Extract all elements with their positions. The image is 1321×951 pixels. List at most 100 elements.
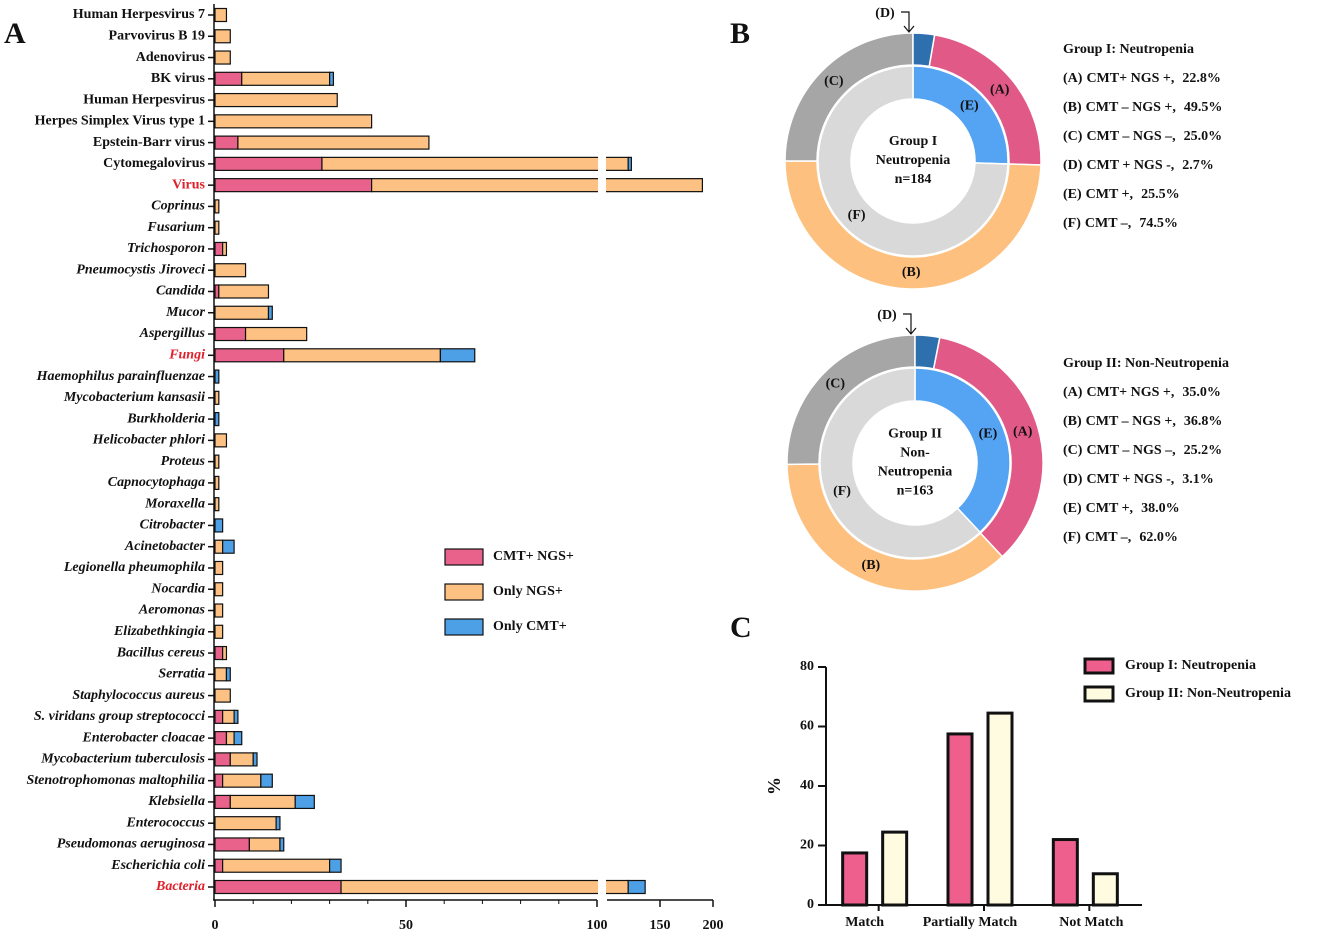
bar-segment bbox=[214, 326, 247, 342]
y-axis-label: % bbox=[764, 777, 784, 795]
x-tick-label: 200 bbox=[703, 918, 724, 933]
bar-segment bbox=[214, 220, 220, 235]
bar-segment bbox=[214, 92, 338, 108]
bar-segment bbox=[340, 879, 629, 895]
bar-segment bbox=[214, 71, 243, 86]
segment-label: (C) bbox=[826, 376, 846, 391]
legend-line: (D) CMT + NGS -, 2.7% bbox=[1063, 158, 1214, 173]
y-tick-label: Mucor bbox=[165, 305, 205, 320]
legend-value: 2.7% bbox=[1182, 158, 1214, 173]
y-tick-label: Bacteria bbox=[155, 879, 205, 894]
legend-key: (C) bbox=[1063, 129, 1083, 144]
bar-segment bbox=[294, 794, 315, 810]
bar-segment bbox=[214, 50, 231, 65]
x-tick-label: Not Match bbox=[1059, 915, 1123, 930]
segment-label: (C) bbox=[824, 74, 844, 89]
y-tick-label: Capnocytophaga bbox=[108, 475, 205, 490]
axis-break-gap bbox=[598, 0, 606, 910]
y-tick-label: Herpes Simplex Virus type 1 bbox=[35, 114, 205, 129]
legend-description: CMT – NGS –, bbox=[1086, 443, 1175, 458]
center-label: Non- bbox=[900, 446, 930, 461]
donut-segment bbox=[914, 334, 941, 370]
legend-key: (E) bbox=[1063, 187, 1082, 202]
y-tick-label: Enterobacter cloacae bbox=[82, 730, 205, 745]
bar bbox=[841, 851, 869, 907]
bar-segment bbox=[214, 497, 220, 512]
y-tick-label: Fungi bbox=[168, 348, 205, 363]
bar-segment bbox=[222, 539, 235, 554]
segment-label: (F) bbox=[833, 484, 851, 499]
legend-value: 62.0% bbox=[1139, 530, 1178, 545]
y-tick-label: Adenovirus bbox=[136, 50, 206, 65]
bar-segment bbox=[229, 794, 296, 810]
y-tick-label: Mycobacterium kansasii bbox=[63, 390, 205, 405]
bar-segment bbox=[237, 135, 430, 150]
segment-label: (E) bbox=[979, 426, 998, 441]
bar-segment bbox=[214, 348, 285, 363]
bar bbox=[1051, 838, 1079, 907]
segment-label: (D) bbox=[875, 6, 895, 21]
legend-description: CMT –, bbox=[1085, 216, 1131, 231]
y-tick-label: Epstein-Barr virus bbox=[93, 135, 206, 150]
center-label: Group I bbox=[889, 134, 937, 149]
legend-line: (B) CMT – NGS +, 49.5% bbox=[1063, 100, 1222, 115]
y-tick-label: S. viridans group streptococci bbox=[34, 709, 205, 724]
bar-segment bbox=[214, 518, 224, 533]
bar bbox=[1091, 872, 1119, 907]
legend-line: (C) CMT – NGS –, 25.2% bbox=[1063, 443, 1222, 458]
panel-label: A bbox=[4, 17, 26, 50]
legend-line: (F) CMT –, 62.0% bbox=[1063, 530, 1178, 545]
y-tick-label: Staphylococcus aureus bbox=[72, 688, 205, 703]
legend-title: Group I: Neutropenia bbox=[1063, 42, 1194, 57]
bar-segment bbox=[214, 879, 342, 895]
bar-segment bbox=[214, 582, 224, 597]
legend-description: CMT +, bbox=[1086, 501, 1133, 516]
legend-line: (A) CMT+ NGS +, 35.0% bbox=[1063, 385, 1221, 400]
bar-segment bbox=[214, 667, 228, 682]
bar-segment bbox=[214, 390, 220, 405]
x-tick-label: Partially Match bbox=[923, 915, 1018, 930]
legend-value: 3.1% bbox=[1182, 472, 1214, 487]
y-tick-label: Serratia bbox=[158, 667, 205, 682]
bar-segment bbox=[241, 71, 331, 86]
legend-description: CMT+ NGS +, bbox=[1086, 71, 1174, 86]
donut-segment bbox=[819, 367, 982, 559]
segment-label: (B) bbox=[902, 265, 921, 280]
y-tick-label: Moraxella bbox=[144, 496, 205, 511]
x-tick-label: 0 bbox=[212, 918, 219, 933]
legend-description: CMT – NGS +, bbox=[1086, 100, 1176, 115]
legend-line: (E) CMT +, 25.5% bbox=[1063, 187, 1180, 202]
center-label: Group II bbox=[888, 427, 942, 442]
y-tick-label: Bacillus cereus bbox=[116, 645, 206, 660]
y-tick-label: Candida bbox=[156, 284, 205, 299]
donut-segment bbox=[912, 32, 936, 68]
bar-segment bbox=[229, 752, 254, 767]
callout-arrow bbox=[903, 313, 917, 335]
panel-label: C bbox=[730, 611, 752, 644]
segment-label: (D) bbox=[877, 308, 897, 323]
legend-line: (B) CMT – NGS +, 36.8% bbox=[1063, 414, 1222, 429]
bar-segment bbox=[218, 284, 270, 299]
legend-swatch bbox=[1083, 657, 1115, 675]
legend-description: CMT + NGS -, bbox=[1086, 158, 1174, 173]
bar-segment bbox=[214, 816, 277, 831]
bar-segment bbox=[329, 71, 335, 86]
bar-segment bbox=[214, 794, 231, 810]
y-tick-label: Nocardia bbox=[150, 581, 205, 596]
bar-segment bbox=[260, 773, 273, 788]
legend-swatch bbox=[444, 548, 484, 566]
center-label: n=163 bbox=[897, 484, 934, 499]
y-tick-label: Enterococcus bbox=[125, 815, 205, 830]
bar-segment bbox=[233, 709, 239, 724]
donut-segment bbox=[817, 65, 1009, 257]
x-tick-label: 100 bbox=[587, 918, 608, 933]
y-tick-label: Cytomegalovirus bbox=[103, 156, 205, 171]
bar-segment bbox=[248, 837, 281, 852]
segment-label: (E) bbox=[960, 99, 979, 114]
y-tick-label: Parvovirus B 19 bbox=[109, 28, 205, 43]
y-tick-label: Human Herpesvirus 7 bbox=[73, 7, 205, 22]
bar-segment bbox=[371, 178, 703, 193]
y-tick-label: 60 bbox=[800, 719, 814, 734]
segment-label: (B) bbox=[862, 558, 881, 573]
